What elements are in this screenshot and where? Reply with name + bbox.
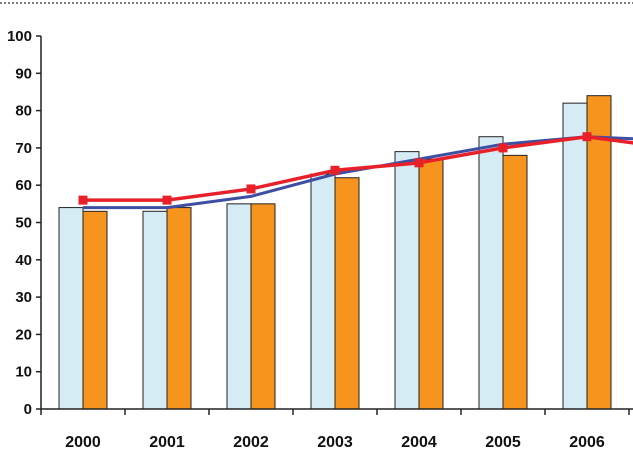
- y-tick-label-30: 30: [15, 289, 32, 306]
- marker-series2-2000: [78, 195, 88, 205]
- y-tick-label-40: 40: [15, 252, 32, 269]
- bar-series1-2000: [58, 207, 84, 410]
- bar-series2-2003: [334, 177, 360, 410]
- y-tick-label-20: 20: [15, 326, 32, 343]
- y-tick-label-10: 10: [15, 364, 32, 381]
- marker-series2-2001: [162, 195, 172, 205]
- y-tick-label-60: 60: [15, 177, 32, 194]
- bar-series1-2002: [226, 203, 252, 410]
- lines-layer: [78, 132, 633, 210]
- bars-layer: [58, 95, 612, 410]
- x-tick-label-2002: 2002: [233, 434, 269, 451]
- bar-series1-2005: [478, 136, 504, 410]
- marker-series2-2005: [498, 143, 508, 153]
- bar-series2-2004: [418, 158, 444, 410]
- x-tick-label-2006: 2006: [569, 434, 605, 451]
- y-tick-label-100: 100: [7, 28, 32, 45]
- bar-series1-2001: [142, 210, 168, 410]
- bar-series1-2003: [310, 173, 336, 410]
- bar-series1-2006: [562, 102, 588, 410]
- y-tick-label-50: 50: [15, 215, 32, 232]
- marker-series2-2004: [414, 158, 424, 168]
- bar-series2-2001: [166, 207, 192, 410]
- x-tick-label-2000: 2000: [65, 434, 101, 451]
- x-tick-label-2003: 2003: [317, 434, 353, 451]
- y-tick-label-90: 90: [15, 65, 32, 82]
- bar-series2-2005: [502, 154, 528, 410]
- x-tick-label-2004: 2004: [401, 434, 437, 451]
- axes-layer: 0 10 20 30 40 50 60 70 80 90 100 2000 2001 2002 2003 20…: [7, 28, 633, 451]
- bar-series2-2006: [586, 95, 612, 410]
- x-tick-label-2005: 2005: [485, 434, 521, 451]
- bar-series2-2000: [82, 210, 108, 410]
- x-tick-label-2001: 2001: [149, 434, 185, 451]
- bar-series1-2004: [394, 151, 420, 410]
- y-tick-label-80: 80: [15, 103, 32, 120]
- marker-series2-2006: [582, 132, 592, 142]
- line-series2: [83, 134, 633, 202]
- marker-series2-2003: [330, 165, 340, 175]
- bar-series2-2002: [250, 203, 276, 410]
- y-tick-label-70: 70: [15, 140, 32, 157]
- marker-series2-2002: [246, 184, 256, 194]
- y-tick-label-0: 0: [24, 401, 32, 418]
